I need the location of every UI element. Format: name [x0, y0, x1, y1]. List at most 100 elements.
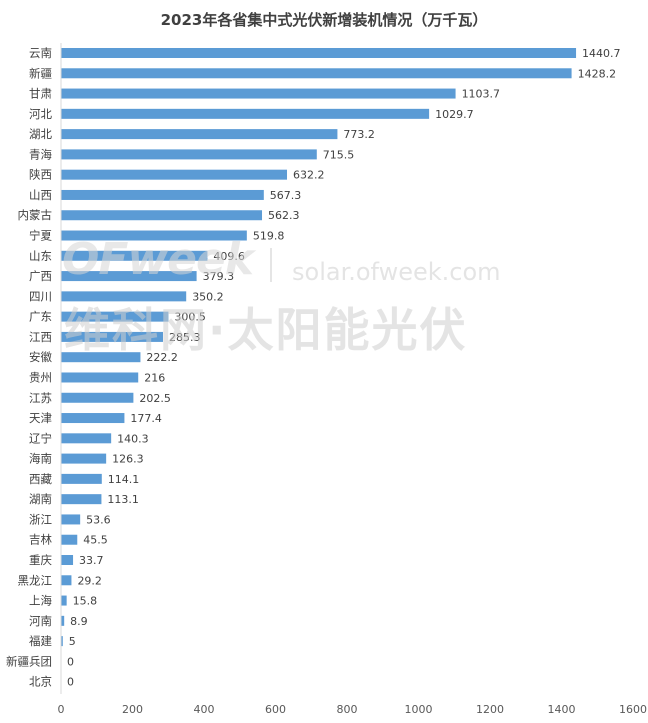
- value-label: 285.3: [169, 331, 201, 344]
- x-tick-label: 0: [58, 703, 65, 716]
- bar: [61, 392, 134, 403]
- category-label: 福建: [29, 634, 52, 648]
- category-label: 安徽: [29, 350, 52, 364]
- value-label: 715.5: [323, 148, 355, 161]
- bar: [61, 615, 65, 626]
- value-label: 222.2: [146, 351, 178, 364]
- bar: [61, 108, 430, 119]
- value-label: 113.1: [107, 493, 139, 506]
- x-tick-label: 400: [194, 703, 215, 716]
- bar: [61, 352, 141, 363]
- value-label: 126.3: [112, 453, 144, 466]
- bar: [61, 595, 67, 606]
- bar: [61, 636, 63, 647]
- bar: [61, 473, 102, 484]
- value-label: 53.6: [86, 513, 111, 526]
- category-label: 江苏: [29, 391, 52, 405]
- category-label: 湖北: [29, 127, 52, 141]
- bar: [61, 331, 163, 342]
- category-label: 河南: [29, 614, 52, 628]
- category-label: 新疆兵团: [6, 654, 52, 668]
- category-label: 湖南: [29, 492, 52, 506]
- category-label: 四川: [29, 289, 52, 303]
- category-label: 山东: [29, 249, 52, 263]
- bar: [61, 291, 187, 302]
- category-label: 海南: [29, 452, 52, 466]
- value-label: 300.5: [174, 311, 206, 324]
- value-label: 8.9: [70, 615, 88, 628]
- category-label: 青海: [29, 147, 52, 161]
- x-tick-label: 1400: [548, 703, 576, 716]
- value-label: 114.1: [108, 473, 139, 486]
- bar: [61, 311, 169, 322]
- value-label: 45.5: [83, 534, 108, 547]
- bar: [61, 169, 288, 180]
- bar: [61, 129, 338, 140]
- x-tick-label: 200: [122, 703, 143, 716]
- x-tick-label: 1600: [619, 703, 647, 716]
- category-label: 吉林: [29, 533, 52, 547]
- bar: [61, 68, 572, 79]
- value-label: 29.2: [77, 574, 102, 587]
- value-label: 1029.7: [435, 108, 474, 121]
- value-label: 519.8: [253, 230, 284, 243]
- bar: [61, 48, 577, 58]
- value-label: 140.3: [117, 432, 149, 445]
- value-label: 632.2: [293, 169, 325, 182]
- value-label: 567.3: [270, 189, 302, 202]
- category-label: 重庆: [29, 553, 52, 567]
- value-label: 0: [67, 655, 74, 668]
- category-label: 贵州: [29, 370, 52, 384]
- x-tick-label: 800: [337, 703, 358, 716]
- bar: [61, 230, 247, 241]
- value-label: 5: [69, 635, 76, 648]
- bar: [61, 514, 81, 525]
- category-label: 广东: [29, 310, 52, 324]
- value-label: 773.2: [343, 128, 375, 141]
- category-label: 辽宁: [29, 431, 52, 445]
- bar: [61, 88, 456, 99]
- x-tick-label: 1000: [405, 703, 433, 716]
- category-label: 宁夏: [29, 229, 52, 243]
- value-label: 409.6: [213, 250, 245, 263]
- value-label: 1428.2: [578, 67, 617, 80]
- bar: [61, 189, 264, 200]
- bar: [61, 250, 208, 261]
- bar: [61, 534, 78, 545]
- category-label: 广西: [29, 269, 52, 283]
- category-label: 河北: [29, 107, 52, 121]
- bar: [61, 494, 102, 505]
- x-tick-label: 1200: [476, 703, 504, 716]
- x-tick-label: 600: [265, 703, 286, 716]
- category-label: 上海: [29, 594, 52, 608]
- bar: [61, 149, 317, 160]
- value-label: 216: [144, 371, 165, 384]
- value-label: 202.5: [139, 392, 171, 405]
- value-label: 177.4: [130, 412, 162, 425]
- category-label: 天津: [29, 411, 52, 425]
- bar: [61, 575, 72, 586]
- category-label: 浙江: [29, 512, 52, 526]
- value-label: 0: [67, 676, 74, 689]
- category-label: 云南: [29, 46, 52, 60]
- category-label: 内蒙古: [18, 208, 53, 222]
- bar: [61, 433, 112, 444]
- value-label: 379.3: [203, 270, 235, 283]
- bar: [61, 271, 197, 282]
- value-label: 1103.7: [462, 88, 501, 101]
- bar: [61, 453, 107, 464]
- category-label: 甘肃: [29, 87, 52, 101]
- bar: [61, 555, 74, 565]
- chart-title: 2023年各省集中式光伏新增装机情况（万千瓦）: [161, 11, 488, 29]
- bar: [61, 372, 139, 383]
- value-label: 1440.7: [582, 47, 621, 60]
- bar: [61, 210, 263, 221]
- category-label: 西藏: [29, 472, 52, 486]
- value-label: 33.7: [79, 554, 104, 567]
- value-label: 15.8: [73, 595, 98, 608]
- value-label: 350.2: [192, 290, 224, 303]
- category-label: 新疆: [29, 66, 52, 80]
- value-label: 562.3: [268, 209, 300, 222]
- bar: [61, 413, 125, 424]
